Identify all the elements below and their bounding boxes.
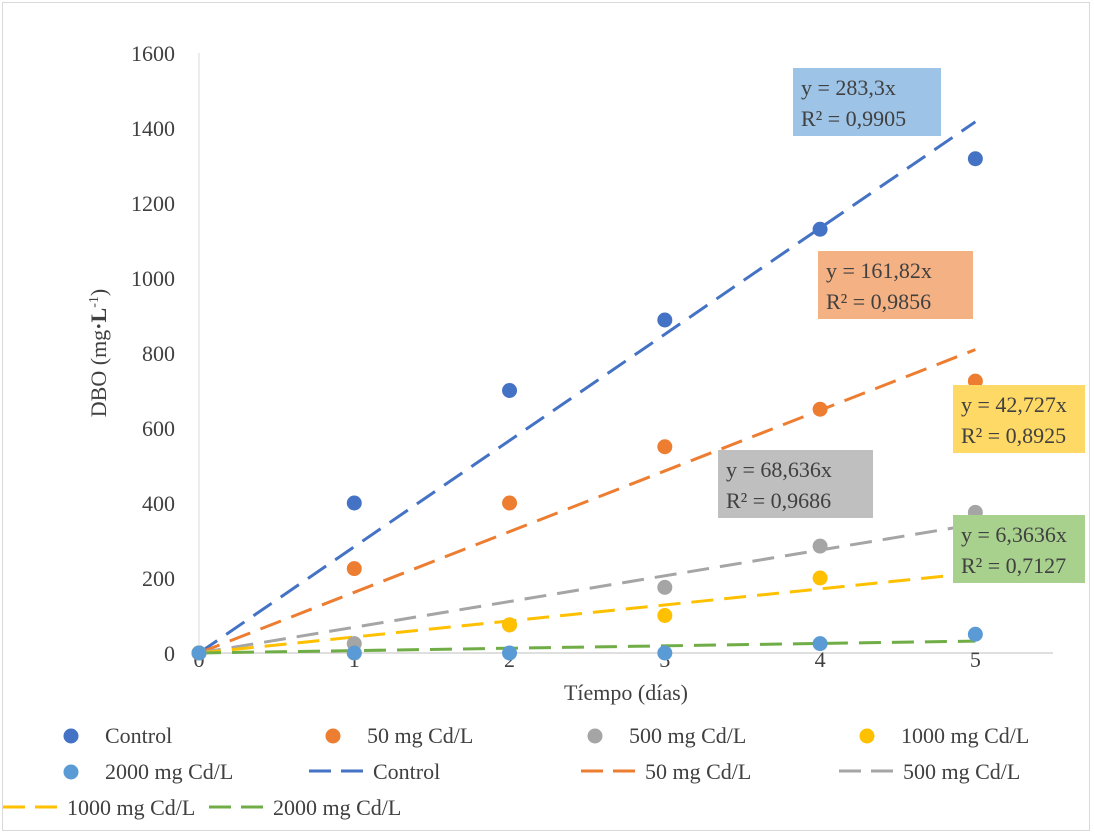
data-points bbox=[191, 151, 983, 661]
legend-item: 50 mg Cd/L bbox=[581, 759, 751, 784]
legend-item: Control bbox=[63, 723, 172, 748]
legend-marker bbox=[325, 728, 341, 744]
legend-label: 2000 mg Cd/L bbox=[273, 795, 401, 820]
trendline-label: y = 42,727x R² = 0,8925 bbox=[953, 385, 1085, 453]
y-axis-title-exponent: -1 bbox=[87, 296, 102, 308]
data-point bbox=[657, 645, 673, 661]
legend-item: 2000 mg Cd/L bbox=[209, 795, 401, 820]
trendline-r2: R² = 0,9686 bbox=[726, 488, 831, 513]
data-point bbox=[346, 561, 362, 577]
trendline-equation-labels: y = 283,3x R² = 0,9905 y = 161,82x R² = 0,9… bbox=[718, 68, 1085, 583]
trendline-label-box bbox=[718, 450, 873, 518]
legend-label: 1000 mg Cd/L bbox=[67, 795, 195, 820]
trendline-label: y = 283,3x R² = 0,9905 bbox=[793, 68, 941, 136]
trendline-label-box bbox=[953, 385, 1085, 453]
y-tick-label: 0 bbox=[164, 641, 175, 666]
trendline bbox=[198, 522, 976, 655]
data-point bbox=[502, 645, 518, 661]
legend-item: 2000 mg Cd/L bbox=[63, 759, 233, 784]
legend-label: 500 mg Cd/L bbox=[903, 759, 1020, 784]
data-point bbox=[812, 221, 828, 237]
data-point bbox=[657, 579, 673, 595]
trendline bbox=[198, 571, 976, 655]
data-point bbox=[502, 495, 518, 511]
data-point bbox=[812, 636, 828, 652]
data-point bbox=[812, 401, 828, 417]
data-point bbox=[657, 312, 673, 328]
data-point bbox=[967, 626, 983, 642]
legend-item: Control bbox=[309, 759, 440, 784]
y-tick-label: 800 bbox=[142, 341, 175, 366]
y-tick-label: 600 bbox=[142, 416, 175, 441]
x-tick-label: 5 bbox=[970, 647, 981, 672]
data-point bbox=[346, 645, 362, 661]
legend-label: 1000 mg Cd/L bbox=[901, 723, 1029, 748]
axes bbox=[198, 53, 1053, 654]
data-point bbox=[812, 538, 828, 554]
y-tick-label: 400 bbox=[142, 491, 175, 516]
trendline bbox=[198, 120, 977, 655]
legend-marker bbox=[587, 728, 603, 744]
data-point bbox=[657, 608, 673, 623]
y-axis-title-unit: L bbox=[86, 308, 111, 323]
legend-label: Control bbox=[105, 723, 172, 748]
trendline-label-box bbox=[953, 515, 1085, 583]
data-point bbox=[967, 151, 983, 167]
x-axis-title: Tíempo (días) bbox=[564, 680, 688, 705]
x-tick-label: 4 bbox=[815, 647, 826, 672]
trendline-equation: y = 6,3636x bbox=[961, 522, 1067, 547]
legend-item: 500 mg Cd/L bbox=[587, 723, 746, 748]
legend: Control 50 mg Cd/L 500 mg Cd/L 1000 mg Cd/L… bbox=[3, 723, 1029, 820]
legend-marker bbox=[63, 728, 79, 744]
legend-label: 50 mg Cd/L bbox=[645, 759, 751, 784]
legend-marker bbox=[63, 764, 79, 780]
trendline-equation: y = 68,636x bbox=[726, 457, 832, 482]
y-axis-title: DBO (mg·L-1) bbox=[86, 289, 111, 417]
trendline-label: y = 161,82x R² = 0,9856 bbox=[818, 251, 973, 319]
data-point bbox=[502, 617, 518, 633]
trendline-r2: R² = 0,7127 bbox=[961, 553, 1066, 578]
trendline-label: y = 6,3636x R² = 0,7127 bbox=[953, 515, 1085, 583]
y-tick-label: 200 bbox=[142, 566, 175, 591]
data-point bbox=[812, 570, 828, 586]
legend-item: 500 mg Cd/L bbox=[839, 759, 1020, 784]
trendline-equation: y = 42,727x bbox=[961, 392, 1067, 417]
y-tick-label: 1400 bbox=[131, 116, 175, 141]
trendline-r2: R² = 0,9856 bbox=[826, 289, 931, 314]
legend-label: 50 mg Cd/L bbox=[367, 723, 473, 748]
data-point bbox=[502, 383, 518, 398]
data-point bbox=[657, 439, 673, 455]
legend-label: Control bbox=[373, 759, 440, 784]
y-axis-title-close: ) bbox=[86, 289, 111, 296]
trendline bbox=[198, 639, 976, 655]
legend-item: 1000 mg Cd/L bbox=[3, 795, 195, 820]
trendline-r2: R² = 0,8925 bbox=[961, 423, 1066, 448]
legend-item: 50 mg Cd/L bbox=[325, 723, 473, 748]
trendline-equation: y = 283,3x bbox=[801, 75, 896, 100]
trendline-label: y = 68,636x R² = 0,9686 bbox=[718, 450, 873, 518]
data-point bbox=[967, 373, 983, 389]
trendlines bbox=[198, 120, 977, 655]
y-axis-title-dot: · bbox=[86, 322, 111, 329]
trendline bbox=[198, 348, 976, 655]
y-tick-label: 1200 bbox=[131, 191, 175, 216]
legend-item: 1000 mg Cd/L bbox=[859, 723, 1029, 748]
data-point bbox=[191, 645, 207, 661]
trendline-equation: y = 161,82x bbox=[826, 258, 932, 283]
data-point bbox=[346, 495, 362, 511]
y-axis-title-text: DBO (mg bbox=[86, 330, 111, 417]
legend-marker bbox=[859, 728, 875, 744]
y-tick-label: 1600 bbox=[131, 41, 175, 66]
y-tick-label: 1000 bbox=[131, 266, 175, 291]
legend-label: 2000 mg Cd/L bbox=[105, 759, 233, 784]
trendline-label-box bbox=[793, 68, 941, 136]
legend-label: 500 mg Cd/L bbox=[629, 723, 746, 748]
y-tick-labels: 0 200 400 600 800 1000 1200 1400 1600 bbox=[131, 41, 175, 666]
trendline-label-box bbox=[818, 251, 973, 319]
trendline-r2: R² = 0,9905 bbox=[801, 106, 906, 131]
